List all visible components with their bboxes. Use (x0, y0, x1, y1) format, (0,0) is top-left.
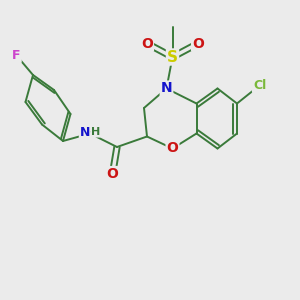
Text: S: S (167, 50, 178, 64)
Text: O: O (141, 37, 153, 50)
Text: N: N (80, 125, 90, 139)
Text: Cl: Cl (253, 79, 266, 92)
Text: O: O (167, 142, 178, 155)
Text: F: F (12, 49, 21, 62)
Text: H: H (85, 128, 94, 139)
Text: H: H (91, 127, 100, 137)
Text: N: N (161, 82, 172, 95)
Text: O: O (106, 167, 119, 181)
Text: O: O (192, 37, 204, 50)
